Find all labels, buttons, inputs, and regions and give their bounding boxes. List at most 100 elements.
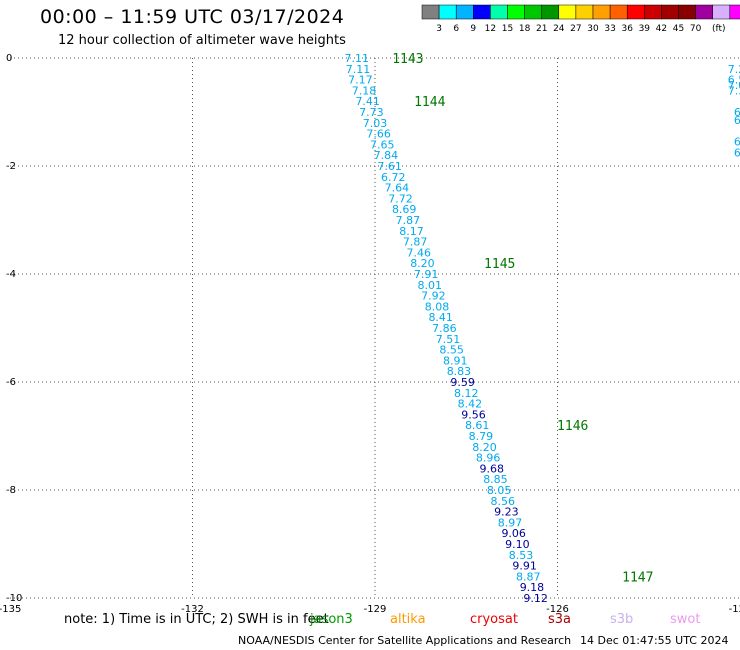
wave-height-point: 8.20 xyxy=(410,257,435,270)
pass-labels: 1143114411451146114701440144014301430142… xyxy=(392,52,653,585)
wave-height-point: 8.55 xyxy=(439,344,464,357)
legend-label: 3 xyxy=(436,24,442,34)
legend-label: 42 xyxy=(656,24,667,34)
wave-height-point: 6.33 xyxy=(734,114,740,127)
wave-height-point: 7.46 xyxy=(407,246,432,259)
wave-height-point: 8.01 xyxy=(418,279,443,292)
legend-label: 36 xyxy=(621,24,633,34)
legend-swatch xyxy=(541,4,560,20)
wave-height-point: 7.86 xyxy=(432,322,457,335)
legend-swatch xyxy=(661,4,679,20)
legend-label: 9 xyxy=(470,24,476,34)
legend-swatch xyxy=(575,4,594,20)
y-tick-label: -4 xyxy=(6,269,16,280)
grid-lines xyxy=(10,57,740,599)
wave-height-point: 7.41 xyxy=(355,95,380,108)
wave-height-point: 7.23 xyxy=(728,63,740,76)
x-tick-label: -123 xyxy=(729,604,740,615)
wave-height-point: 8.96 xyxy=(476,452,501,465)
wave-height-values: 7.117.117.177.187.417.737.037.667.657.84… xyxy=(345,52,740,605)
wave-height-point: 9.12 xyxy=(523,592,548,605)
legend-label: 24 xyxy=(553,24,565,34)
wave-height-point: 8.79 xyxy=(469,430,494,443)
wave-height-point: 9.56 xyxy=(461,408,486,421)
wave-height-point: 7.37 xyxy=(728,84,740,97)
wave-height-point: 7.92 xyxy=(421,290,446,303)
wave-height-point: 7.11 xyxy=(346,63,371,76)
wave-height-point: 7.87 xyxy=(396,214,421,227)
satellite-altika: altika xyxy=(390,612,426,627)
legend-swatch xyxy=(473,4,491,20)
wave-height-point: 7.07 xyxy=(728,79,740,92)
legend-swatch xyxy=(712,4,731,20)
wave-height-point: 7.11 xyxy=(345,52,370,65)
y-tick-label: 0 xyxy=(6,53,12,64)
wave-height-point: 6.79 xyxy=(734,106,740,119)
wave-height-point: 7.84 xyxy=(374,149,399,162)
wave-height-point: 9.10 xyxy=(505,538,530,551)
wave-height-point: 6.51 xyxy=(728,74,740,87)
wave-height-point: 8.87 xyxy=(516,570,541,583)
legend-swatch xyxy=(524,4,542,20)
pass-label: 1147 xyxy=(622,570,653,585)
axis-ticks: -135 -132 -129 -126 -123 0 -2 -4 -6 -8 -10 xyxy=(0,53,740,615)
legend-label: 33 xyxy=(604,24,615,34)
footer-timestamp: 14 Dec 01:47:55 UTC 2024 xyxy=(580,634,729,647)
wave-height-point: 8.41 xyxy=(428,311,453,324)
y-tick-label: -2 xyxy=(6,161,16,172)
legend-swatch xyxy=(609,4,628,20)
wave-height-point: 8.85 xyxy=(483,473,508,486)
wave-height-point: 8.20 xyxy=(472,441,497,454)
legend-label: 70 xyxy=(690,24,702,34)
legend-label: 21 xyxy=(536,24,547,34)
legend-swatch xyxy=(455,4,474,20)
wave-height-point: 8.08 xyxy=(425,300,450,313)
wave-height-point: 8.42 xyxy=(458,398,483,411)
pass-label: 1146 xyxy=(557,419,588,434)
satellite-s3a: s3a xyxy=(548,612,572,627)
wave-height-point: 7.66 xyxy=(366,128,391,141)
wave-height-point: 9.06 xyxy=(501,527,526,540)
x-tick-label: -132 xyxy=(181,604,204,615)
wave-height-point: 8.61 xyxy=(465,419,490,432)
wave-height-point: 9.68 xyxy=(480,462,505,475)
y-tick-label: -10 xyxy=(6,593,22,604)
legend-label: 18 xyxy=(519,24,531,34)
wave-height-point: 8.83 xyxy=(447,365,472,378)
wave-height-point: 8.05 xyxy=(487,484,512,497)
wave-height-point: 8.12 xyxy=(454,387,479,400)
wave-height-point: 6.75 xyxy=(734,147,740,160)
wave-height-point: 9.59 xyxy=(450,376,475,389)
legend-label: 27 xyxy=(570,24,581,34)
chart-title: 00:00 – 11:59 UTC 03/17/2024 xyxy=(40,6,345,28)
legend-label: 12 xyxy=(485,24,496,34)
legend-swatch xyxy=(644,4,662,20)
wave-height-point: 8.91 xyxy=(443,354,468,367)
legend-swatch xyxy=(507,4,525,20)
wave-height-point: 7.91 xyxy=(414,268,439,281)
satellite-s3b: s3b xyxy=(610,612,634,627)
x-tick-label: -126 xyxy=(546,604,569,615)
wave-height-point: 7.17 xyxy=(348,74,373,87)
x-tick-label: -129 xyxy=(364,604,387,615)
pass-label: 1145 xyxy=(484,257,515,272)
wave-height-point: 9.23 xyxy=(494,506,519,519)
color-legend: 3 6 9 12 15 18 21 24 27 30 33 36 39 42 45 70 (ft) xyxy=(421,4,740,34)
satellite-jason3: jason3 xyxy=(310,612,353,627)
wave-height-point: 7.87 xyxy=(403,236,428,249)
wave-height-point: 7.03 xyxy=(363,117,388,130)
x-tick-label: -135 xyxy=(0,604,21,615)
legend-label: 30 xyxy=(587,24,599,34)
wave-height-point: 7.51 xyxy=(436,333,461,346)
pass-label: 1143 xyxy=(392,52,423,67)
legend-swatch xyxy=(626,4,645,20)
legend-unit: (ft) xyxy=(712,24,726,34)
legend-label: 39 xyxy=(639,24,651,34)
satellite-cryosat: cryosat xyxy=(470,612,518,627)
y-tick-label: -6 xyxy=(6,377,16,388)
wave-height-point: 7.65 xyxy=(370,138,395,151)
wave-height-point: 8.69 xyxy=(392,203,417,216)
chart-subtitle: 12 hour collection of altimeter wave hei… xyxy=(58,33,346,48)
wave-height-point: 9.18 xyxy=(520,581,545,594)
